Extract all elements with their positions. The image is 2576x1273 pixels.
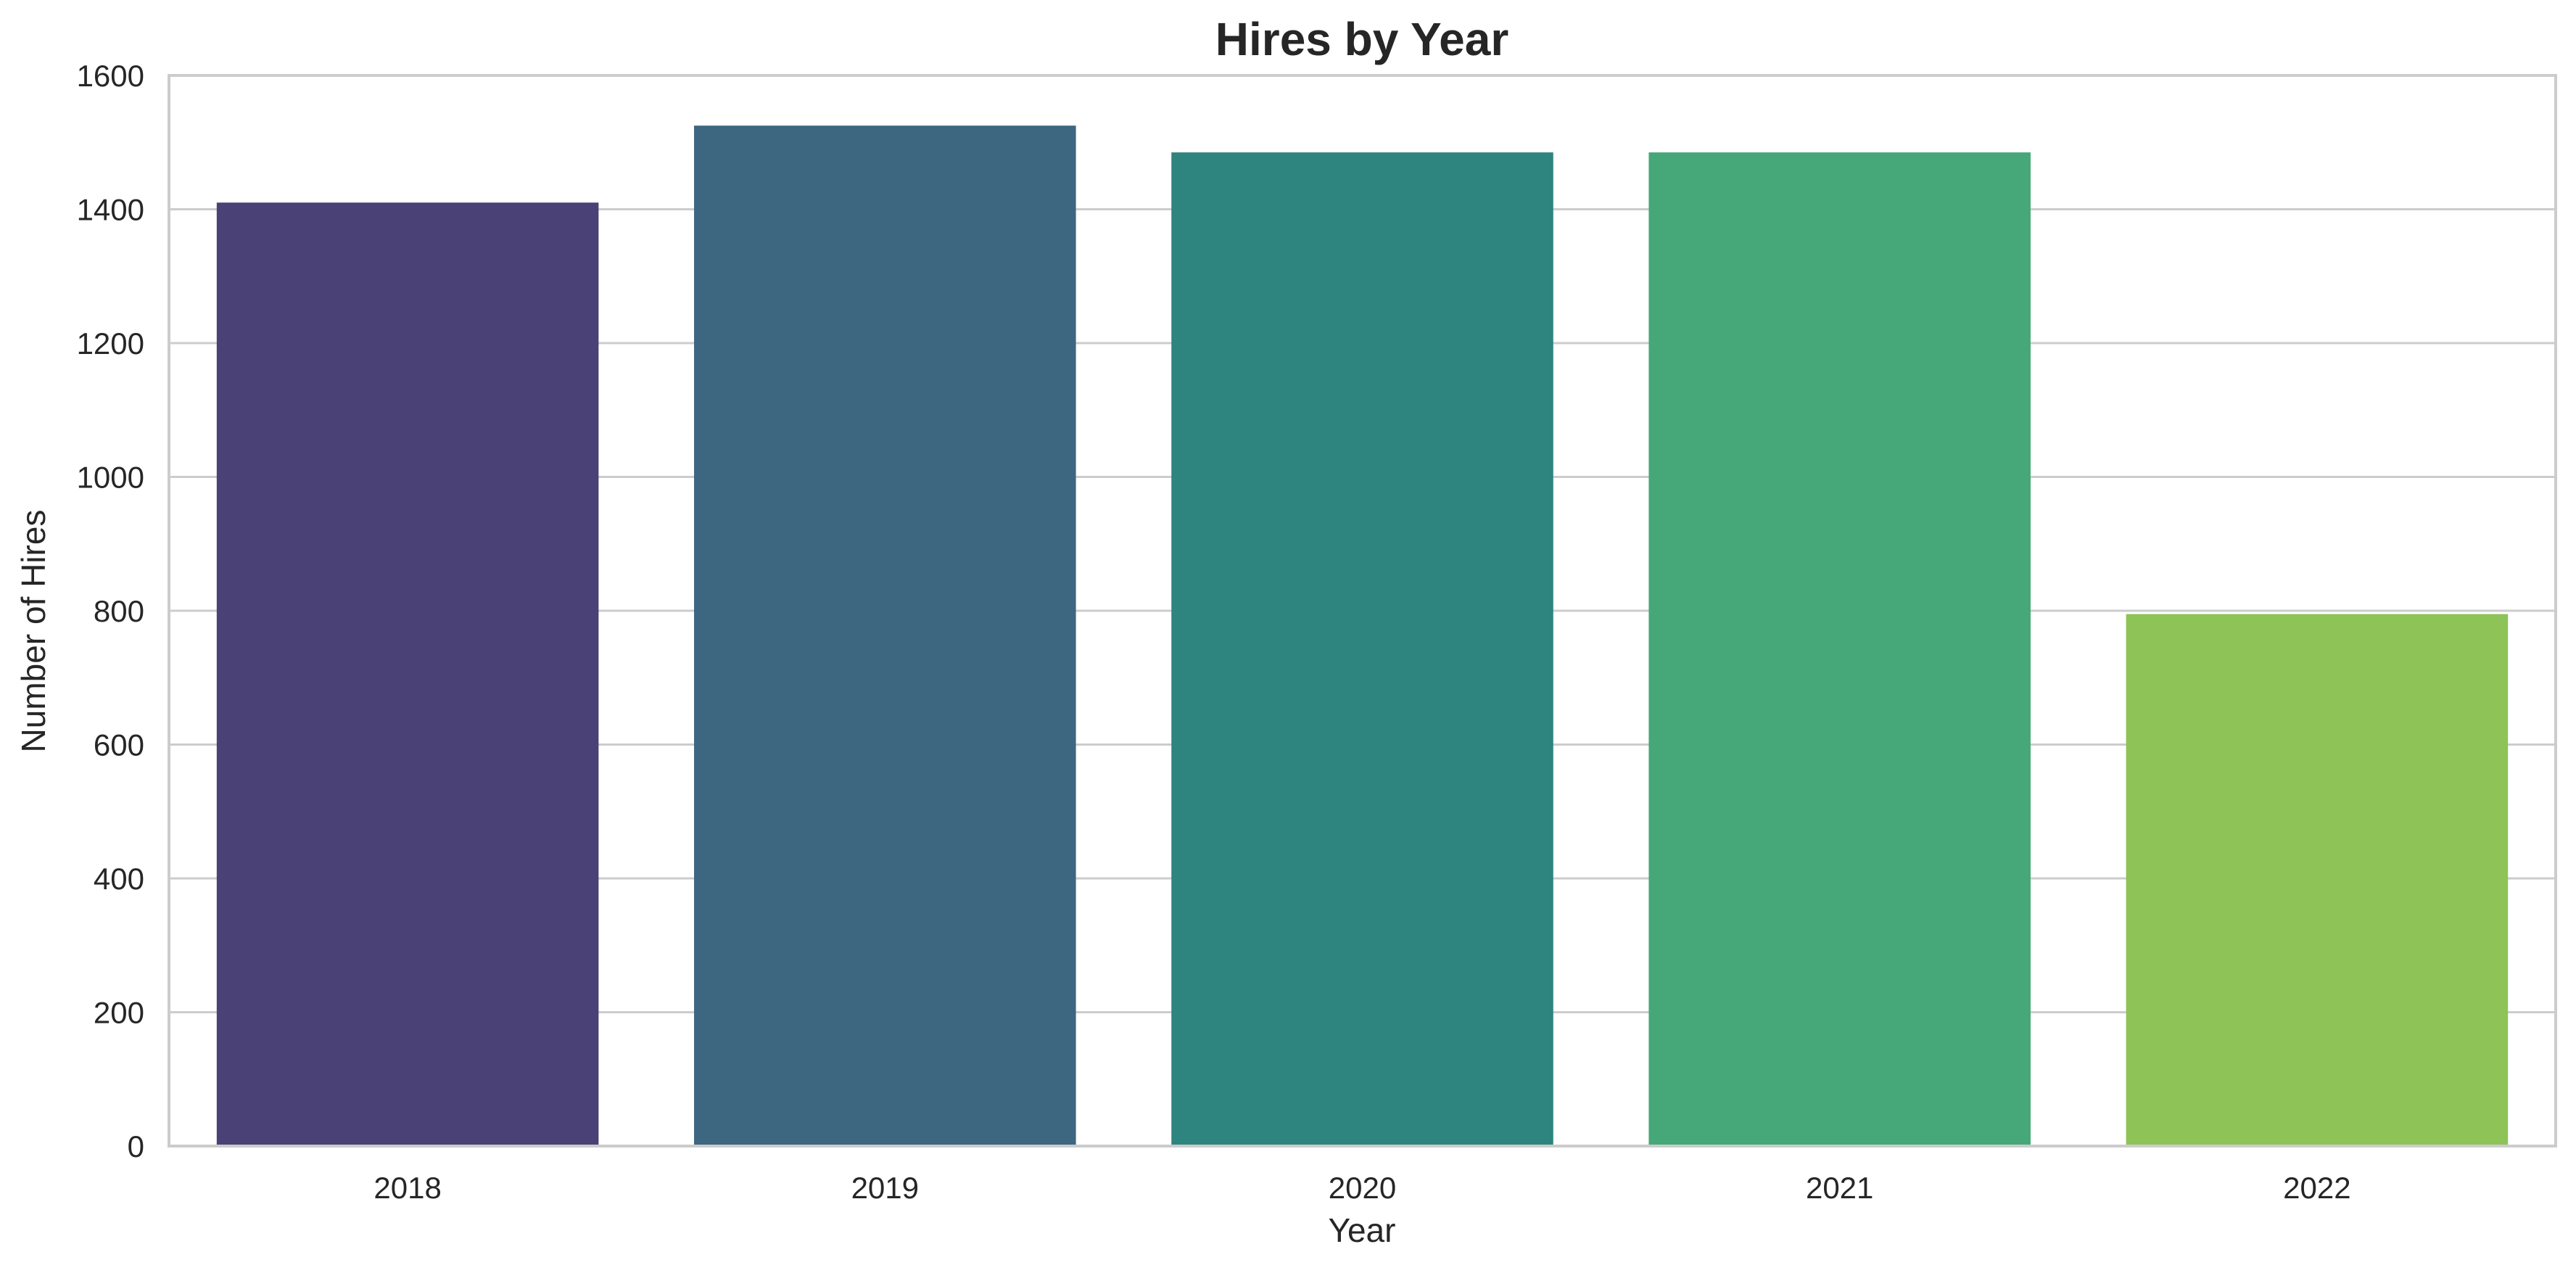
x-tick-label: 2020	[1329, 1171, 1396, 1205]
chart-title: Hires by Year	[1215, 13, 1508, 65]
x-tick-label: 2021	[1806, 1171, 1873, 1205]
y-tick-label: 0	[128, 1129, 144, 1163]
bar-2022	[2126, 614, 2509, 1146]
x-axis-label: Year	[1329, 1211, 1396, 1249]
plot-frame	[168, 74, 2557, 1148]
y-tick-labels: 0 200 400 600 800 1000 1200 1400 1600	[77, 59, 144, 1163]
y-tick-label: 200	[94, 996, 144, 1030]
bars	[216, 125, 2509, 1146]
y-tick-label: 800	[94, 594, 144, 628]
y-tick-label: 1000	[77, 461, 144, 495]
y-axis-label: Number of Hires	[15, 510, 52, 753]
y-tick-label: 1600	[77, 59, 144, 93]
y-tick-label: 600	[94, 728, 144, 762]
bar-2020	[1171, 152, 1553, 1146]
y-tick-label: 400	[94, 862, 144, 896]
bar-2021	[1648, 152, 2031, 1146]
x-tick-labels: 2018 2019 2020 2021 2022	[373, 1171, 2350, 1205]
x-tick-label: 2019	[851, 1171, 919, 1205]
x-tick-label: 2018	[373, 1171, 441, 1205]
y-tick-label: 1400	[77, 193, 144, 227]
bar-2018	[216, 202, 599, 1146]
y-tick-label: 1200	[77, 326, 144, 361]
bar-2019	[694, 125, 1076, 1146]
x-tick-label: 2022	[2283, 1171, 2350, 1205]
